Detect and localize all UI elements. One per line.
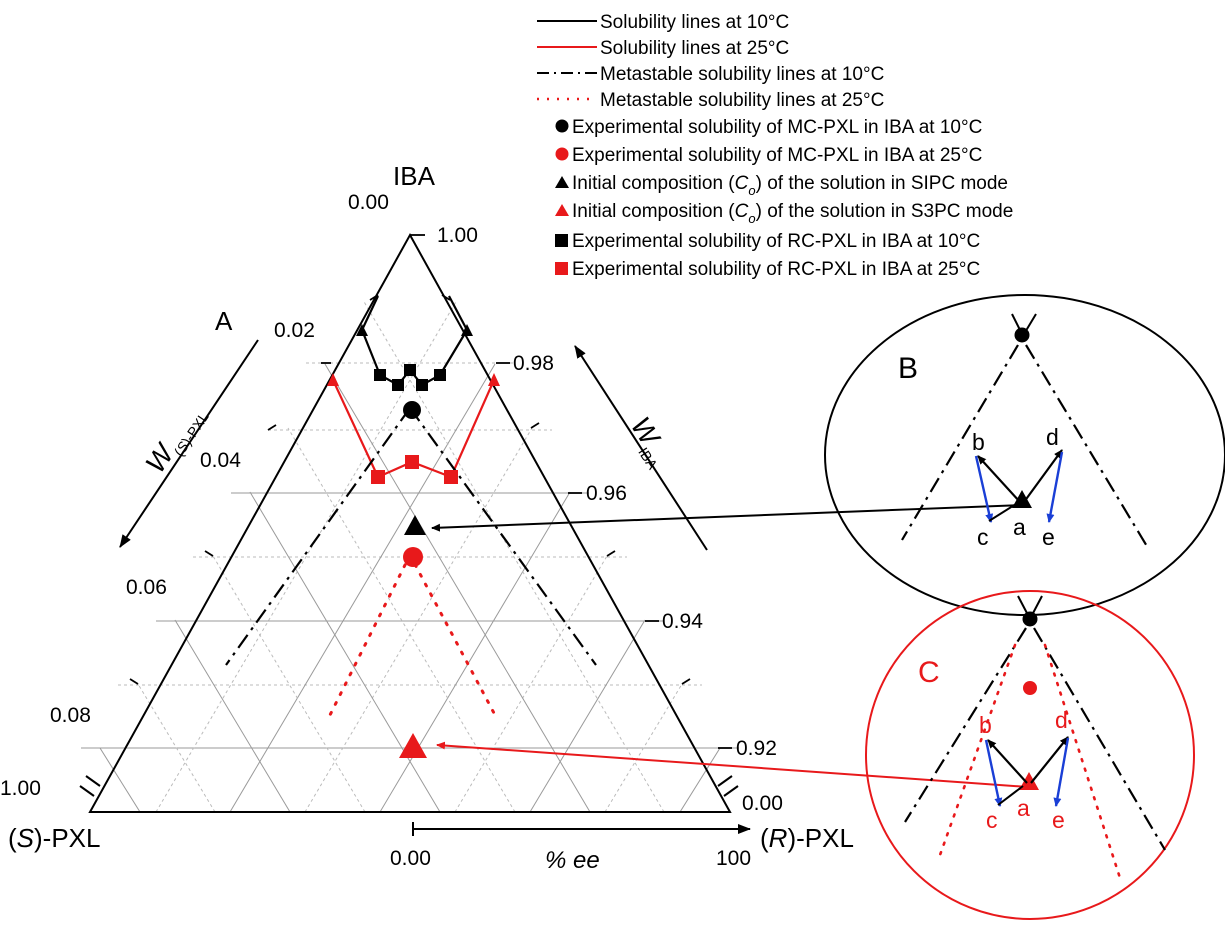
connector-arrow-c — [436, 741, 1029, 788]
ee-end-label: 100 — [716, 847, 751, 870]
inset-b: B b d a c e — [824, 294, 1225, 616]
inset-b-label-b: b — [972, 429, 985, 455]
legend-label-1: Solubility lines at 10°C — [600, 12, 789, 33]
tick-left-1: 0.02 — [274, 319, 315, 342]
vertex-label-s-pxl: (S)-PXL — [8, 823, 100, 853]
legend-red-circle — [555, 147, 569, 161]
marker-red-square-3 — [444, 470, 458, 484]
marker-black-square-5 — [434, 369, 446, 381]
legend-label-7: Initial composition (Co) of the solution… — [572, 173, 1008, 198]
marker-black-square-1 — [374, 369, 386, 381]
inset-b-label-d: d — [1046, 424, 1059, 450]
tick-right-2: 0.96 — [586, 482, 627, 505]
connector-arrow-b — [431, 504, 1023, 532]
edge-ticks — [129, 234, 732, 749]
legend-label-6: Experimental solubility of MC-PXL in IBA… — [572, 145, 982, 166]
legend-black-triangle — [555, 176, 569, 188]
legend-label-8: Initial composition (Co) of the solution… — [572, 201, 1013, 226]
tick-right-5: 0.00 — [742, 792, 783, 815]
legend-black-square — [555, 234, 568, 247]
marker-black-square-4 — [416, 379, 428, 391]
marker-red-tri-right — [488, 373, 500, 386]
axis-breaks — [79, 775, 739, 797]
ee-start-label: 0.00 — [390, 847, 431, 870]
marker-black-tri-left — [356, 324, 368, 336]
tick-right-3: 0.94 — [662, 610, 703, 633]
tick-left-3: 0.06 — [126, 576, 167, 599]
inset-b-label-c: c — [977, 524, 989, 550]
ternary-grid — [81, 299, 739, 813]
legend-red-triangle — [555, 204, 569, 216]
legend-black-circle — [555, 119, 569, 133]
panel-label-c: C — [918, 656, 940, 689]
marker-red-tri-left — [327, 373, 339, 386]
vertex-label-iba: IBA — [393, 161, 436, 191]
inset-b-label-a: a — [1013, 514, 1026, 540]
tick-left-0: 0.00 — [348, 191, 389, 214]
tick-right-0: 1.00 — [437, 224, 478, 247]
markers-main — [327, 324, 500, 758]
metastable-10c — [225, 407, 597, 666]
panel-label-b: B — [898, 352, 918, 385]
inset-c-label-a: a — [1017, 795, 1030, 821]
right-axis-title: WIBA — [621, 411, 678, 472]
marker-black-triangle-sipc — [404, 515, 426, 535]
metastable-25c — [328, 553, 497, 717]
ternary-triangle — [88, 232, 732, 813]
legend-label-5: Experimental solubility of MC-PXL in IBA… — [572, 117, 982, 138]
tick-left-5: 1.00 — [0, 777, 41, 800]
legend-label-10: Experimental solubility of RC-PXL in IBA… — [572, 259, 980, 280]
marker-red-square-1 — [371, 470, 385, 484]
marker-black-square-2 — [392, 379, 404, 391]
left-axis-arrow — [119, 339, 259, 548]
inset-c-label-d: d — [1055, 707, 1068, 733]
legend-red-square — [555, 262, 568, 275]
ee-axis: 0.00 100 % ee — [390, 822, 751, 874]
vertex-label-r-pxl: (R)-PXL — [760, 823, 854, 853]
inset-c-label-c: c — [986, 807, 998, 833]
marker-black-circle — [403, 401, 421, 419]
inset-c: C b d a c e — [865, 590, 1195, 920]
legend: Solubility lines at 10°C Solubility line… — [537, 12, 1013, 280]
right-axis-arrow — [574, 345, 708, 551]
panel-label-a: A — [215, 306, 233, 336]
marker-red-triangle-s3pc — [399, 733, 427, 758]
marker-black-square-3 — [404, 364, 416, 376]
tick-left-4: 0.08 — [50, 704, 91, 727]
marker-black-tri-right — [461, 324, 473, 336]
inset-b-label-e: e — [1042, 524, 1055, 550]
tick-right-1: 0.98 — [513, 352, 554, 375]
tick-left-2: 0.04 — [200, 449, 241, 472]
marker-red-square-2 — [405, 455, 419, 469]
legend-label-2: Solubility lines at 25°C — [600, 38, 789, 59]
legend-label-4: Metastable solubility lines at 25°C — [600, 90, 884, 111]
inset-c-label-b: b — [979, 712, 992, 738]
legend-label-3: Metastable solubility lines at 10°C — [600, 64, 884, 85]
inset-c-label-e: e — [1052, 807, 1065, 833]
tick-right-4: 0.92 — [736, 737, 777, 760]
legend-label-9: Experimental solubility of RC-PXL in IBA… — [572, 231, 980, 252]
marker-red-circle — [403, 547, 423, 567]
ee-axis-title: % ee — [545, 847, 600, 874]
